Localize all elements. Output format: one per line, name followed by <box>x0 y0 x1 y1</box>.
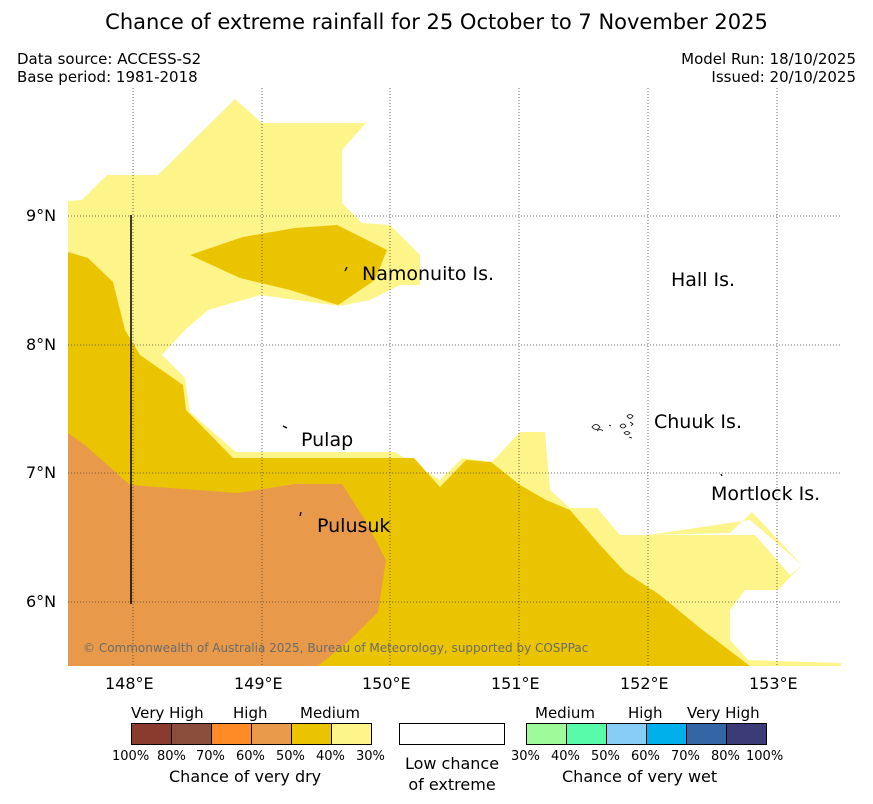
dry-swatch-2 <box>212 724 252 744</box>
wet-pct-50: 50% <box>591 749 620 764</box>
wet-pct-30: 30% <box>511 749 540 764</box>
place-label-mortlock: Mortlock Is. <box>711 483 821 505</box>
wet-swatch-1 <box>567 724 607 744</box>
wet-heading-very-high: Very High <box>687 704 760 722</box>
lon-label-150e: 150°E <box>362 674 411 693</box>
island-marks <box>282 266 723 517</box>
lon-label-152e: 152°E <box>620 674 669 693</box>
dry-swatch-1 <box>172 724 212 744</box>
pulap-island <box>282 425 288 429</box>
wet-swatch-0 <box>527 724 567 744</box>
dry-pct-80: 80% <box>157 749 186 764</box>
wet-swatch-2 <box>607 724 647 744</box>
mortlock-island <box>720 473 723 477</box>
wet-swatch-4 <box>687 724 727 744</box>
copyright-notice: © Commonwealth of Australia 2025, Bureau… <box>83 641 589 655</box>
wet-heading-high: High <box>628 704 663 722</box>
region-orange <box>68 433 386 666</box>
wet-swatch-5 <box>727 724 766 744</box>
wet-colorbar <box>526 723 767 745</box>
dry-pct-60: 60% <box>236 749 265 764</box>
namonuito-island <box>344 266 348 272</box>
low-chance-line1: Low chance <box>404 754 500 773</box>
wet-pct-70: 70% <box>671 749 700 764</box>
dry-pct-100: 100% <box>112 749 150 764</box>
metadata-right: Model Run: 18/10/2025 Issued: 20/10/2025 <box>681 50 856 86</box>
dry-heading-medium: Medium <box>300 704 360 722</box>
wet-heading-medium: Medium <box>535 704 595 722</box>
lat-label-9n: 9°N <box>26 206 57 225</box>
dry-pct-50: 50% <box>276 749 305 764</box>
dry-pct-40: 40% <box>316 749 345 764</box>
metadata-left: Data source: ACCESS-S2 Base period: 1981… <box>17 50 201 86</box>
place-label-pulap: Pulap <box>301 429 354 451</box>
place-label-chuuk: Chuuk Is. <box>654 411 742 433</box>
dry-caption: Chance of very dry <box>169 767 322 786</box>
wet-pct-80: 80% <box>711 749 740 764</box>
low-chance-caption: Low chance of extreme <box>399 753 505 795</box>
lon-label-153e: 153°E <box>749 674 798 693</box>
dry-pct-70: 70% <box>196 749 225 764</box>
pulusuk-island <box>299 511 302 517</box>
low-chance-line2: of extreme <box>408 775 496 794</box>
place-label-pulusuk: Pulusuk <box>317 515 391 537</box>
dry-pct-30: 30% <box>356 749 385 764</box>
place-label-hall: Hall Is. <box>671 269 736 291</box>
lon-label-151e: 151°E <box>491 674 540 693</box>
dry-heading-very-high: Very High <box>131 704 204 722</box>
region-gold-namonuito <box>190 225 387 305</box>
lon-label-148e: 148°E <box>105 674 154 693</box>
wet-pct-60: 60% <box>631 749 660 764</box>
dry-heading-high: High <box>233 704 268 722</box>
dry-swatch-3 <box>252 724 292 744</box>
data-source: Data source: ACCESS-S2 <box>17 50 202 68</box>
low-chance-swatch <box>399 723 505 745</box>
chuuk-islands-shape <box>591 414 634 439</box>
dry-swatch-5 <box>332 724 371 744</box>
gridlines <box>68 88 841 666</box>
wet-pct-40: 40% <box>551 749 580 764</box>
lat-label-7n: 7°N <box>26 463 57 482</box>
wet-caption: Chance of very wet <box>562 767 718 786</box>
lon-label-149e: 149°E <box>234 674 283 693</box>
lat-label-6n: 6°N <box>26 592 57 611</box>
place-label-namonuito: Namonuito Is. <box>362 263 495 285</box>
issued-date: Issued: 20/10/2025 <box>711 68 856 86</box>
map-title: Chance of extreme rainfall for 25 Octobe… <box>105 10 768 34</box>
dry-swatch-0 <box>132 724 172 744</box>
model-run: Model Run: 18/10/2025 <box>681 50 856 68</box>
dry-swatch-4 <box>292 724 332 744</box>
wet-swatch-3 <box>647 724 687 744</box>
lat-label-8n: 8°N <box>26 335 57 354</box>
base-period: Base period: 1981-2018 <box>17 68 198 86</box>
wet-pct-100: 100% <box>746 749 784 764</box>
dry-colorbar <box>131 723 372 745</box>
